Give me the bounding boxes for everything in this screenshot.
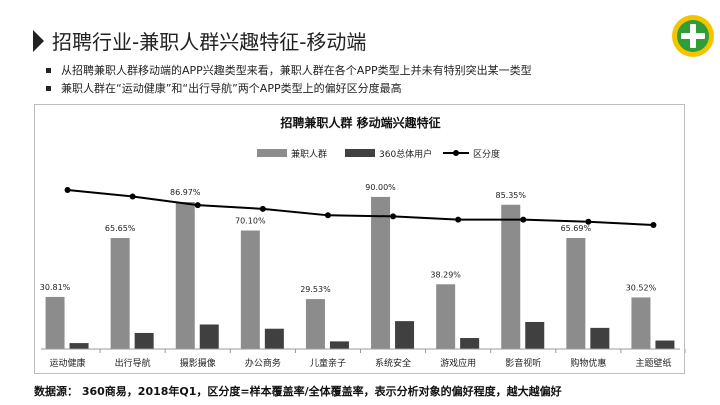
bar-data-label: 86.97% [170, 188, 201, 197]
legend-bar-swatch [345, 149, 375, 157]
bar-part-time [110, 238, 130, 349]
bar-part-time [566, 237, 586, 349]
bullet-text: 兼职人群在“运动健康”和“出行导航”两个APP类型上的偏好区分度最高 [61, 82, 402, 95]
x-tick-label: 游戏应用 [440, 357, 476, 369]
bar-data-label: 85.35% [495, 191, 526, 200]
legend-label: 360总体用户 [379, 148, 432, 160]
bar-overall [460, 338, 480, 349]
bar-part-time [175, 202, 195, 349]
bar-data-label: 38.29% [430, 270, 461, 279]
x-tick-label: 出行导航 [115, 357, 151, 369]
distinction-point [259, 205, 266, 212]
bar-part-time [305, 299, 325, 349]
plus-logo-icon [672, 15, 714, 57]
bar-overall [329, 341, 349, 349]
bullet-square-icon [46, 67, 51, 73]
legend-line-marker [453, 150, 459, 156]
distinction-point [650, 222, 657, 228]
bar-data-label: 29.53% [300, 285, 331, 294]
distinction-point [194, 202, 201, 209]
distinction-line [67, 189, 654, 226]
bullet-text: 从招聘兼职人群移动端的APP兴趣类型来看，兼职人群在各个APP类型上并未有特别突… [61, 64, 532, 77]
title-arrow-icon [33, 30, 44, 52]
data-source-footnote: 数据源： 360商易，2018年Q1，区分度=样本覆盖率/全体覆盖率，表示分析对… [34, 385, 562, 398]
x-tick-label: 系统安全 [375, 357, 411, 369]
x-tick-label: 儿童亲子 [310, 357, 346, 369]
x-tick-label: 运动健康 [50, 357, 86, 369]
distinction-point [520, 216, 527, 223]
bar-data-label: 30.52% [626, 283, 657, 292]
distinction-point [129, 193, 136, 200]
x-tick-label: 摄影摄像 [180, 357, 216, 369]
x-tick-label: 主题壁纸 [635, 357, 671, 369]
bar-overall [525, 321, 545, 349]
summary-bullets: 从招聘兼职人群移动端的APP兴趣类型来看，兼职人群在各个APP类型上并未有特别突… [46, 61, 532, 97]
bar-data-label: 30.81% [40, 283, 71, 292]
bar-data-label: 65.69% [561, 224, 592, 233]
distinction-point [455, 216, 462, 223]
bar-part-time [501, 204, 521, 349]
bar-data-label: 70.10% [235, 217, 266, 226]
legend-label: 兼职人群 [291, 148, 327, 160]
legend-label: 区分度 [473, 148, 500, 160]
x-tick-label: 办公商务 [245, 357, 281, 369]
bar-data-label: 90.00% [365, 183, 396, 192]
x-tick-label: 购物优惠 [570, 357, 606, 369]
bar-overall [655, 340, 675, 349]
chart-title: 招聘兼职人群 移动端兴趣特征 [280, 115, 440, 130]
bullet-item: 兼职人群在“运动健康”和“出行导航”两个APP类型上的偏好区分度最高 [46, 79, 532, 97]
bar-part-time [436, 284, 456, 349]
distinction-point [64, 187, 71, 193]
distinction-point [324, 212, 331, 219]
legend-bar-swatch [257, 149, 287, 157]
bar-part-time [45, 296, 65, 349]
page-title: 招聘行业-兼职人群兴趣特征-移动端 [52, 30, 367, 54]
bar-overall [134, 332, 154, 349]
bar-overall [395, 321, 415, 349]
chart-frame: 招聘兼职人群 移动端兴趣特征兼职人群 360总体用户 区分度 30.81% 运动健康 65… [34, 104, 686, 374]
bar-part-time [371, 196, 391, 349]
bar-overall [264, 328, 284, 349]
x-tick-label: 影音视听 [505, 357, 541, 369]
bullet-item: 从招聘兼职人群移动端的APP兴趣类型来看，兼职人群在各个APP类型上并未有特别突… [46, 61, 532, 79]
bar-overall [69, 343, 89, 349]
bar-overall [199, 324, 219, 349]
bar-data-label: 65.65% [105, 224, 136, 233]
distinction-point [390, 213, 397, 220]
bullet-square-icon [46, 85, 51, 91]
bar-part-time [631, 297, 651, 349]
bar-part-time [240, 230, 260, 349]
bar-overall [590, 327, 610, 349]
distinction-point [585, 218, 592, 225]
